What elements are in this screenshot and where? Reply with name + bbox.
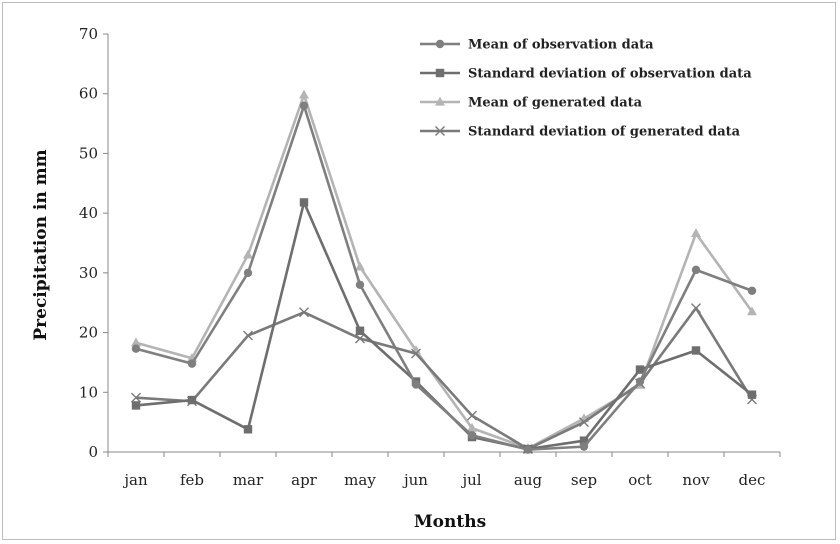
data-point-marker — [299, 198, 309, 207]
data-point-marker — [355, 333, 365, 344]
data-point-marker — [131, 392, 141, 403]
x-marker-stroke — [579, 417, 589, 428]
data-point-marker — [187, 395, 197, 405]
legend-marker — [435, 96, 445, 106]
x-tick-label: jul — [460, 471, 481, 489]
legend-item: Mean of observation data — [420, 38, 654, 53]
y-axis-title: Precipitation in mm — [31, 149, 51, 340]
data-point-marker — [635, 377, 645, 386]
data-point-marker — [131, 401, 141, 410]
data-point-marker — [299, 101, 309, 110]
y-tick-label: 30 — [79, 264, 98, 282]
x-marker-stroke — [435, 126, 445, 136]
series-layer — [131, 89, 757, 455]
series-line — [135, 104, 753, 451]
x-tick-label: mar — [233, 471, 264, 489]
data-point-marker — [579, 442, 589, 451]
x-tick-label: may — [344, 471, 376, 489]
data-point-marker — [355, 280, 365, 289]
legend-item: Standard deviation of generated data — [420, 125, 741, 140]
data-point-marker — [243, 268, 253, 278]
chart-axes: 0 10 20 30 40 50 60 70 jan feb mar apr may jun jul aug s… — [79, 25, 781, 489]
x-marker-stroke — [691, 303, 701, 314]
y-tick-label: 60 — [79, 85, 98, 103]
data-point-marker — [691, 228, 701, 238]
data-point-marker — [243, 425, 253, 434]
x-axis-title: Months — [414, 512, 486, 532]
x-marker-stroke — [467, 410, 477, 421]
data-point-marker — [355, 326, 365, 335]
data-point-marker — [131, 344, 141, 353]
legend-label: Mean of observation data — [468, 38, 654, 53]
x-tick-label: aug — [514, 471, 543, 489]
y-tick-label: 50 — [79, 144, 98, 162]
data-point-marker — [411, 380, 421, 389]
series-line — [135, 306, 754, 451]
x-tick-label: jan — [122, 471, 148, 489]
x-marker-stroke — [131, 392, 141, 403]
x-tick-label: oct — [628, 471, 651, 489]
x-tick-label: nov — [682, 471, 710, 489]
legend-label: Mean of generated data — [468, 96, 643, 111]
legend-item: Standard deviation of observation data — [420, 67, 752, 82]
data-point-marker — [299, 89, 309, 99]
legend-marker — [435, 39, 445, 49]
x-tick-label: apr — [291, 471, 318, 489]
data-point-marker — [299, 307, 309, 318]
x-tick-label: jun — [402, 471, 428, 489]
chart-legend: Mean of observation data Standard deviati… — [420, 38, 752, 140]
series-3 — [131, 89, 757, 453]
y-tick-label: 0 — [88, 443, 98, 461]
series-1 — [131, 101, 757, 454]
data-point-marker — [691, 303, 701, 314]
data-point-marker — [635, 365, 645, 374]
data-point-marker — [579, 417, 589, 428]
x-marker-stroke — [299, 307, 309, 318]
y-tick-label: 20 — [79, 324, 98, 342]
legend-label: Standard deviation of generated data — [468, 125, 741, 140]
series-line — [135, 201, 753, 451]
data-point-marker — [691, 265, 701, 275]
y-tick-label: 70 — [79, 25, 98, 43]
data-point-marker — [691, 346, 701, 355]
data-point-marker — [131, 337, 141, 347]
x-tick-label: feb — [180, 471, 204, 489]
legend-item: Mean of generated data — [420, 96, 643, 111]
legend-marker — [435, 68, 445, 78]
x-marker-stroke — [355, 333, 365, 344]
data-point-marker — [523, 445, 533, 454]
x-tick-label: sep — [571, 471, 597, 489]
data-point-marker — [355, 261, 365, 271]
y-tick-label: 10 — [79, 383, 98, 401]
legend-label: Standard deviation of observation data — [468, 67, 752, 82]
data-point-marker — [747, 306, 757, 316]
data-point-marker — [411, 348, 421, 359]
series-line — [135, 93, 754, 450]
x-tick-label: dec — [739, 471, 766, 489]
data-point-marker — [467, 410, 477, 421]
data-point-marker — [747, 286, 757, 295]
data-point-marker — [467, 422, 477, 432]
data-point-marker — [747, 390, 757, 399]
x-marker-stroke — [243, 330, 253, 341]
data-point-marker — [243, 249, 253, 259]
data-point-marker — [579, 436, 589, 445]
legend-marker — [435, 126, 445, 136]
data-point-marker — [243, 330, 253, 341]
data-point-marker — [467, 431, 477, 440]
data-point-marker — [187, 359, 197, 368]
y-tick-label: 40 — [79, 204, 98, 222]
x-marker-stroke — [411, 348, 421, 359]
